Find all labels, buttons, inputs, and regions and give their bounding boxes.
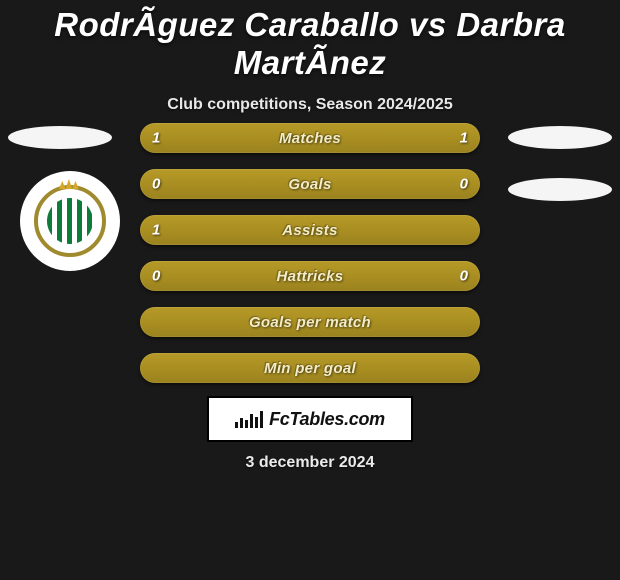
stat-right-value: 1 [460,130,468,147]
brand-text: FcTables.com [269,409,385,430]
subtitle: Club competitions, Season 2024/2025 [0,96,620,114]
stat-row-hattricks: 0 Hattricks 0 [140,261,480,291]
player-left-avatar-placeholder [8,126,112,149]
stat-left-value: 1 [152,222,160,239]
stat-label: Goals [288,176,331,193]
page-title: RodrÃ­guez Caraballo vs Darbra MartÃ­nez [0,0,620,82]
stat-label: Assists [282,222,337,239]
date-label: 3 december 2024 [0,454,620,472]
stat-label: Matches [279,130,341,147]
stat-label: Hattricks [277,268,344,285]
stat-row-min-per-goal: Min per goal [140,353,480,383]
stat-row-matches: 1 Matches 1 [140,123,480,153]
player-right-avatar-placeholder [508,126,612,149]
stat-left-value: 0 [152,176,160,193]
stat-row-assists: 1 Assists [140,215,480,245]
betis-crest-icon [34,185,106,257]
club-right-badge-placeholder [508,178,612,201]
stat-right-value: 0 [460,176,468,193]
stat-label: Min per goal [264,360,356,377]
brand-watermark: FcTables.com [207,396,413,442]
bars-icon [235,410,263,428]
club-left-badge [20,171,120,271]
stat-left-value: 0 [152,268,160,285]
stat-label: Goals per match [249,314,371,331]
stats-table: 1 Matches 1 0 Goals 0 1 Assists 0 Hattri… [140,123,480,399]
stat-left-value: 1 [152,130,160,147]
stat-row-goals-per-match: Goals per match [140,307,480,337]
stat-row-goals: 0 Goals 0 [140,169,480,199]
stat-right-value: 0 [460,268,468,285]
